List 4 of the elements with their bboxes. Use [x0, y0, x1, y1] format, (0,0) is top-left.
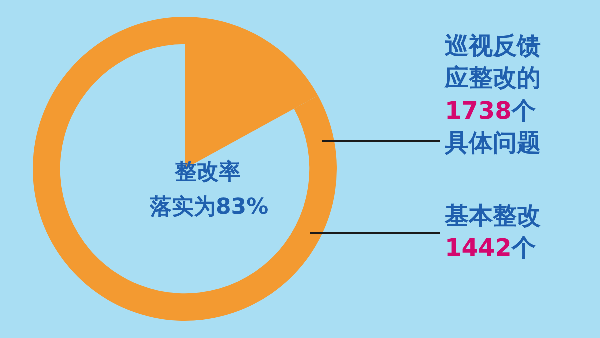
text: 基本整改1442个 [445, 201, 542, 264]
text: 整改率 [175, 158, 241, 187]
text: 巡视反馈应整改的1738个具体问题 [445, 31, 542, 160]
text: 落实为83% [150, 194, 269, 222]
